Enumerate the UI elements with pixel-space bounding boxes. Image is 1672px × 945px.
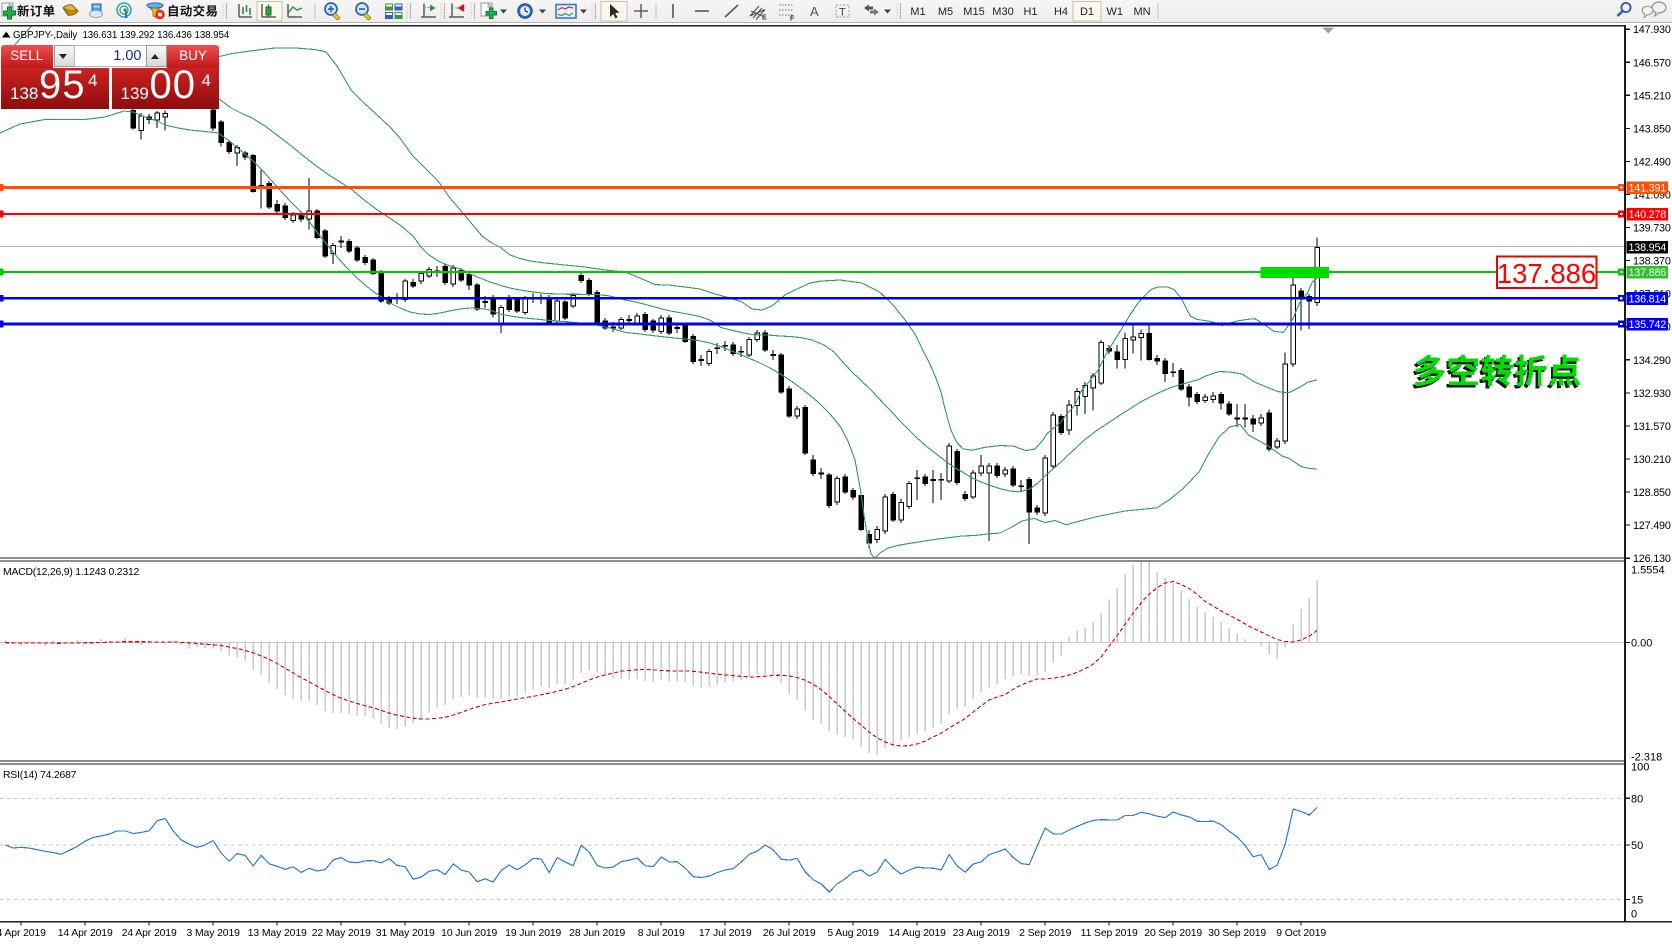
svg-text:145.210: 145.210 — [1633, 90, 1671, 102]
svg-text:T: T — [839, 7, 846, 19]
svg-text:3 May 2019: 3 May 2019 — [187, 928, 241, 939]
svg-text:31 May 2019: 31 May 2019 — [376, 928, 435, 939]
svg-text:143.850: 143.850 — [1633, 123, 1671, 135]
svg-text:20 Sep 2019: 20 Sep 2019 — [1144, 928, 1202, 939]
svg-text:128.850: 128.850 — [1633, 487, 1671, 499]
svg-text:GBPJPY-,Daily 136.631 139.292: GBPJPY-,Daily 136.631 139.292 136.436 13… — [13, 30, 230, 41]
svg-text:5 Aug 2019: 5 Aug 2019 — [827, 928, 879, 939]
svg-text:17 Jul 2019: 17 Jul 2019 — [699, 928, 752, 939]
svg-text:10 Jun 2019: 10 Jun 2019 — [441, 928, 497, 939]
svg-text:14 Aug 2019: 14 Aug 2019 — [889, 928, 947, 939]
svg-text:140.278: 140.278 — [1628, 209, 1666, 221]
svg-text:15: 15 — [1631, 894, 1643, 906]
svg-text:1.5554: 1.5554 — [1631, 565, 1665, 577]
svg-text:80: 80 — [1631, 793, 1643, 805]
svg-text:H4: H4 — [1054, 6, 1068, 18]
svg-text:M15: M15 — [963, 6, 984, 18]
svg-text:W1: W1 — [1106, 6, 1123, 18]
svg-text:30 Sep 2019: 30 Sep 2019 — [1208, 928, 1266, 939]
svg-text:138.954: 138.954 — [1628, 242, 1666, 254]
svg-text:26 Jul 2019: 26 Jul 2019 — [763, 928, 816, 939]
svg-text:132.930: 132.930 — [1633, 388, 1671, 400]
svg-text:11 Sep 2019: 11 Sep 2019 — [1081, 928, 1138, 939]
svg-text:146.570: 146.570 — [1633, 57, 1671, 69]
svg-text:0: 0 — [1631, 909, 1637, 921]
svg-text:22 May 2019: 22 May 2019 — [312, 928, 371, 939]
svg-text:126.130: 126.130 — [1633, 553, 1671, 565]
svg-text:28 Jun 2019: 28 Jun 2019 — [569, 928, 625, 939]
svg-text:131.570: 131.570 — [1633, 421, 1671, 433]
svg-text:8 Jul 2019: 8 Jul 2019 — [638, 928, 685, 939]
svg-text:135.742: 135.742 — [1628, 319, 1666, 331]
svg-text:147.930: 147.930 — [1633, 24, 1671, 36]
svg-text:14 Apr 2019: 14 Apr 2019 — [58, 928, 113, 939]
svg-text:50: 50 — [1631, 840, 1643, 852]
svg-text:H1: H1 — [1023, 6, 1037, 18]
svg-text:D1: D1 — [1080, 6, 1094, 18]
svg-text:9 Oct 2019: 9 Oct 2019 — [1276, 928, 1326, 939]
svg-text:E: E — [762, 15, 767, 22]
svg-text:137.886: 137.886 — [1628, 267, 1666, 279]
svg-text:13 May 2019: 13 May 2019 — [248, 928, 307, 939]
svg-text:M5: M5 — [938, 6, 953, 18]
svg-text:2 Sep 2019: 2 Sep 2019 — [1019, 928, 1071, 939]
svg-text:141.391: 141.391 — [1628, 183, 1666, 195]
svg-text:134.290: 134.290 — [1633, 355, 1671, 367]
svg-text:-2.318: -2.318 — [1631, 751, 1662, 763]
svg-text:F: F — [790, 16, 795, 23]
svg-text:MN: MN — [1133, 6, 1150, 18]
svg-text:A: A — [810, 4, 819, 19]
svg-text:127.490: 127.490 — [1633, 520, 1671, 532]
svg-text:136.814: 136.814 — [1628, 293, 1666, 305]
svg-text:130.210: 130.210 — [1633, 454, 1671, 466]
svg-text:139.730: 139.730 — [1633, 223, 1671, 235]
svg-text:23 Aug 2019: 23 Aug 2019 — [953, 928, 1011, 939]
svg-text:138.370: 138.370 — [1633, 256, 1671, 268]
svg-text:4 Apr 2019: 4 Apr 2019 — [0, 928, 46, 939]
svg-text:M30: M30 — [992, 6, 1013, 18]
svg-text:M1: M1 — [910, 6, 925, 18]
svg-text:24 Apr 2019: 24 Apr 2019 — [122, 928, 177, 939]
svg-text:100: 100 — [1631, 762, 1649, 774]
svg-text:0.00: 0.00 — [1631, 638, 1652, 650]
svg-text:19 Jun 2019: 19 Jun 2019 — [505, 928, 561, 939]
svg-text:137.886: 137.886 — [1497, 258, 1596, 289]
svg-text:142.490: 142.490 — [1633, 156, 1671, 168]
